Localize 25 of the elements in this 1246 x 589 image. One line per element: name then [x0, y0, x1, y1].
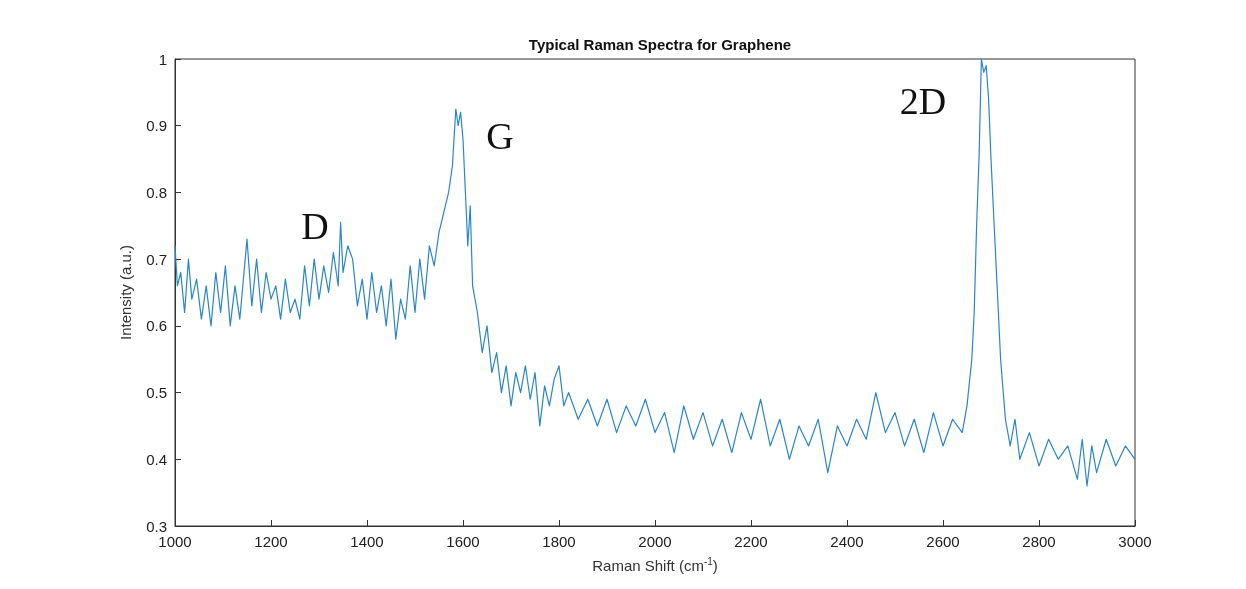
x-tick-label: 1600: [446, 533, 480, 550]
y-axis-title: Intensity (a.u.): [117, 244, 134, 341]
x-tick-label: 2000: [638, 533, 672, 550]
annotation: G: [486, 115, 514, 157]
x-tick-label: 1400: [350, 533, 384, 550]
x-tick-label: 2600: [926, 533, 960, 550]
x-tick-label: 1800: [542, 533, 576, 550]
x-tick-label: 1000: [158, 533, 192, 550]
y-tick-label: 0.4: [146, 450, 167, 468]
y-tick-label: 0.3: [146, 517, 167, 535]
x-tick-label: 2800: [1022, 533, 1056, 550]
y-tick-label: 0.5: [146, 384, 167, 402]
x-tick-label: 2400: [830, 533, 864, 550]
x-tick-label: 2200: [734, 533, 768, 550]
annotation: 2D: [899, 80, 947, 122]
chart-title: Typical Raman Spectra for Graphene: [528, 36, 792, 53]
y-tick-label: 0.9: [146, 117, 167, 135]
y-tick-label: 1: [158, 50, 167, 68]
y-tick-label: 0.8: [146, 183, 167, 201]
annotation: D: [301, 205, 329, 247]
y-tick-label: 0.6: [146, 317, 167, 335]
x-tick-label: 1200: [254, 533, 288, 550]
x-tick-label: 3000: [1118, 533, 1152, 550]
y-tick-label: 0.7: [146, 250, 167, 268]
line-series: [174, 58, 1136, 487]
